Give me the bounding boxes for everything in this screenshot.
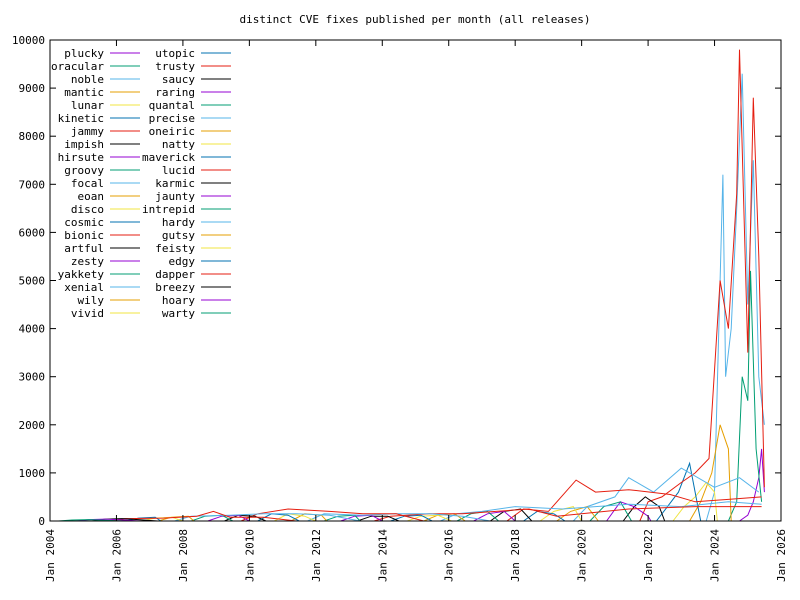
legend-label-disco: disco (71, 203, 104, 216)
series-line-wily (423, 513, 466, 522)
legend-label-natty: natty (162, 138, 195, 151)
series-line-karmic (224, 514, 267, 522)
series-line-plucky (739, 448, 765, 522)
legend-label-feisty: feisty (155, 242, 195, 255)
legend-label-plucky: plucky (64, 47, 104, 60)
series-line-quantal (323, 514, 361, 522)
legend-label-breezy: breezy (155, 281, 195, 294)
series-line-hirsute (606, 501, 652, 522)
legend-label-saucy: saucy (162, 73, 195, 86)
series-line-kinetic (656, 461, 702, 522)
legend-label-noble: noble (71, 73, 104, 86)
x-tick-label: Jan 2018 (509, 529, 522, 582)
series-line-dapper (108, 510, 297, 522)
legend-label-focal: focal (71, 177, 104, 190)
x-tick-label: Jan 2024 (709, 529, 722, 582)
series-line-lunar (672, 481, 718, 522)
x-tick-label: Jan 2014 (376, 529, 389, 582)
legend-label-edgy: edgy (169, 255, 196, 268)
legend-label-artful: artful (64, 242, 104, 255)
x-tick-label: Jan 2022 (642, 529, 655, 582)
x-tick-label: Jan 2004 (44, 529, 57, 582)
legend-label-oneiric: oneiric (149, 125, 195, 138)
legend-label-vivid: vivid (71, 307, 104, 320)
y-tick-label: 3000 (19, 371, 46, 384)
y-axis: 0 1000 2000 3000 4000 5000 6000 7000 8000 9000 100… (12, 34, 781, 528)
legend-label-raring: raring (155, 86, 195, 99)
y-tick-label: 6000 (19, 226, 46, 239)
y-tick-label: 8000 (19, 130, 46, 143)
y-tick-label: 1000 (19, 467, 46, 480)
legend-label-hirsute: hirsute (58, 151, 104, 164)
legend-label-groovy: groovy (64, 164, 104, 177)
x-tick-label: Jan 2008 (177, 529, 190, 582)
series-line-hoary (74, 518, 142, 522)
y-tick-label: 0 (38, 515, 45, 528)
legend-label-hardy: hardy (162, 216, 195, 229)
legend-label-mantic: mantic (64, 86, 104, 99)
series-line-natty (274, 513, 316, 522)
legend-label-trusty: trusty (155, 60, 195, 73)
legend-label-warty: warty (162, 307, 195, 320)
series-line-groovy (589, 501, 632, 522)
x-tick-label: Jan 2026 (775, 529, 788, 582)
y-tick-label: 9000 (19, 82, 46, 95)
x-tick-label: Jan 2016 (443, 529, 456, 582)
y-tick-label: 4000 (19, 323, 46, 336)
legend: pluckyoracularnoblemanticlunarkineticjam… (51, 47, 231, 320)
series-line-oracular (727, 270, 763, 522)
series-line-trusty (373, 506, 762, 522)
legend-label-maverick: maverick (142, 151, 195, 164)
y-tick-label: 5000 (19, 275, 46, 288)
legend-label-cosmic: cosmic (64, 216, 104, 229)
plot-area (58, 49, 765, 522)
y-tick-label: 2000 (19, 419, 46, 432)
series-line-impish (622, 496, 666, 522)
legend-label-bionic: bionic (64, 229, 104, 242)
series-line-utopic (390, 514, 433, 522)
legend-label-zesty: zesty (71, 255, 104, 268)
series-line-cosmic (523, 510, 566, 522)
legend-label-kinetic: kinetic (58, 112, 104, 125)
series-line-saucy (357, 515, 400, 522)
y-tick-label: 10000 (12, 34, 45, 47)
legend-label-yakkety: yakkety (58, 268, 105, 281)
series-line-xenial (440, 501, 762, 522)
series-line-zesty (473, 510, 516, 522)
legend-label-karmic: karmic (155, 177, 195, 190)
legend-label-jaunty: jaunty (155, 190, 195, 203)
legend-label-jammy: jammy (71, 125, 104, 138)
x-axis: Jan 2004 Jan 2006 Jan 2008 Jan 2010 Jan 2012… (44, 40, 788, 582)
legend-label-oracular: oracular (51, 60, 104, 73)
series-line-bionic (506, 479, 762, 522)
legend-label-wily: wily (78, 294, 105, 307)
series-line-eoan (556, 506, 599, 522)
legend-label-lucid: lucid (162, 164, 195, 177)
legend-label-dapper: dapper (155, 268, 195, 281)
legend-label-utopic: utopic (155, 47, 195, 60)
x-tick-label: Jan 2006 (110, 529, 123, 582)
x-tick-label: Jan 2012 (310, 529, 323, 582)
legend-label-intrepid: intrepid (142, 203, 195, 216)
legend-label-xenial: xenial (64, 281, 104, 294)
x-tick-label: Jan 2020 (576, 529, 589, 582)
legend-label-impish: impish (64, 138, 104, 151)
legend-label-precise: precise (149, 112, 195, 125)
y-tick-label: 7000 (19, 178, 46, 191)
x-tick-label: Jan 2010 (243, 529, 256, 582)
series-line-jammy (639, 49, 765, 522)
legend-label-quantal: quantal (149, 99, 195, 112)
legend-label-eoan: eoan (78, 190, 105, 203)
legend-label-lunar: lunar (71, 99, 104, 112)
legend-label-hoary: hoary (162, 294, 195, 307)
legend-label-gutsy: gutsy (162, 229, 195, 242)
chart-title: distinct CVE fixes published per month (… (240, 13, 591, 26)
